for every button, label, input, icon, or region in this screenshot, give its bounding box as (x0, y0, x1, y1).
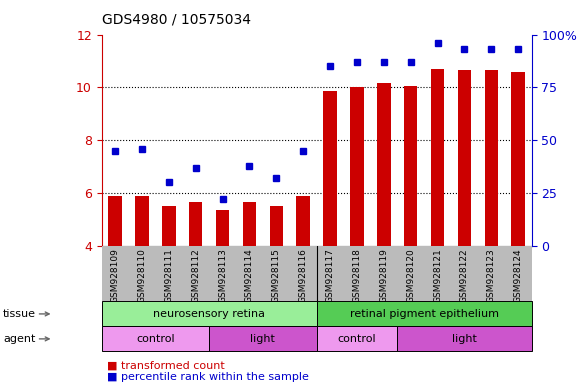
Text: light: light (250, 334, 275, 344)
Bar (102, 301, 317, 326)
Bar (135, 195, 149, 246)
Bar (189, 202, 202, 246)
Bar (511, 71, 525, 246)
Text: retinal pigment epithelium: retinal pigment epithelium (350, 309, 498, 319)
Bar (324, 91, 337, 246)
Text: ■ transformed count: ■ transformed count (107, 361, 225, 371)
Bar (162, 206, 175, 246)
Text: GSM928122: GSM928122 (460, 248, 469, 303)
Bar (317, 326, 397, 351)
Text: GSM928117: GSM928117 (325, 248, 335, 303)
Bar (377, 83, 390, 246)
Text: GSM928115: GSM928115 (272, 248, 281, 303)
Bar (458, 70, 471, 246)
Text: GSM928123: GSM928123 (487, 248, 496, 303)
Bar (397, 326, 532, 351)
Text: GSM928121: GSM928121 (433, 248, 442, 303)
Bar (216, 210, 229, 246)
Bar (431, 69, 444, 246)
Text: GSM928112: GSM928112 (191, 248, 200, 303)
Text: GSM928119: GSM928119 (379, 248, 388, 303)
Bar (296, 195, 310, 246)
Text: control: control (338, 334, 376, 344)
Bar (350, 88, 364, 246)
Bar (404, 86, 417, 246)
Bar (243, 202, 256, 246)
Bar (270, 206, 283, 246)
Bar (109, 195, 122, 246)
Text: GSM928114: GSM928114 (245, 248, 254, 303)
Text: GSM928109: GSM928109 (110, 248, 120, 303)
Text: GSM928110: GSM928110 (138, 248, 146, 303)
Text: ■ percentile rank within the sample: ■ percentile rank within the sample (107, 372, 309, 382)
Text: tissue: tissue (3, 309, 36, 319)
Bar (485, 70, 498, 246)
Text: neurosensory retina: neurosensory retina (153, 309, 265, 319)
Text: GSM928124: GSM928124 (514, 248, 523, 303)
Text: GDS4980 / 10575034: GDS4980 / 10575034 (102, 13, 250, 27)
Text: control: control (136, 334, 175, 344)
Text: GSM928118: GSM928118 (353, 248, 361, 303)
Bar (209, 326, 317, 351)
Text: light: light (452, 334, 477, 344)
Text: GSM928111: GSM928111 (164, 248, 173, 303)
Text: agent: agent (3, 334, 35, 344)
Bar (317, 301, 532, 326)
Text: GSM928113: GSM928113 (218, 248, 227, 303)
Text: GSM928120: GSM928120 (406, 248, 415, 303)
Text: GSM928116: GSM928116 (299, 248, 308, 303)
Bar (102, 326, 209, 351)
